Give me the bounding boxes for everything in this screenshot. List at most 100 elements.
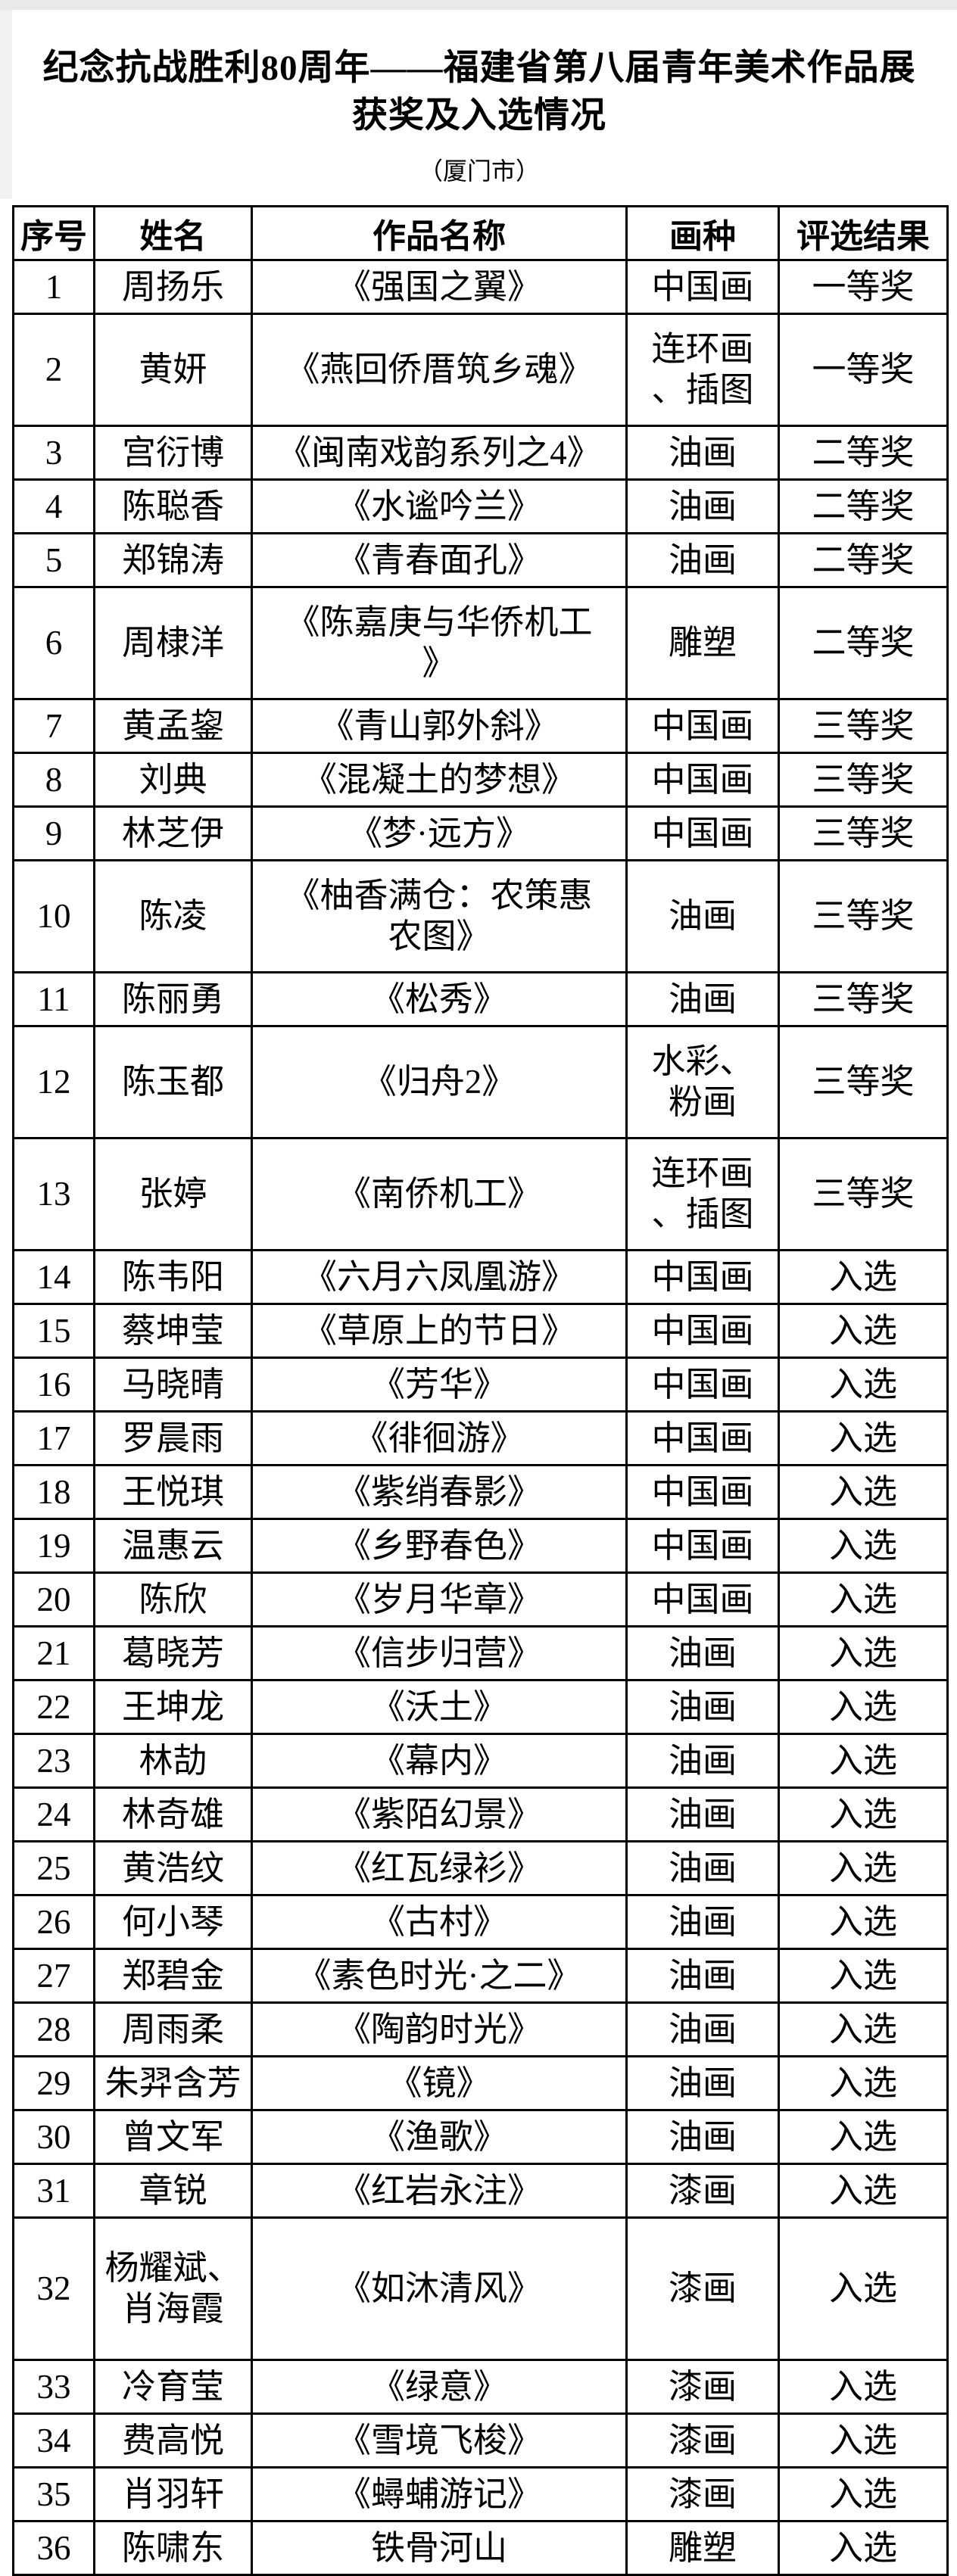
- cell-medium: 漆画: [625, 2465, 780, 2522]
- column-header-name: 姓名: [93, 204, 253, 261]
- cell-name: 郑锦涛: [93, 531, 253, 588]
- cell-serial: 14: [12, 1248, 95, 1305]
- cell-work-title: 《青春面孔》: [251, 531, 628, 588]
- cell-work-title: 《青山郭外斜》: [251, 697, 628, 754]
- cell-medium: 连环画 、插图: [625, 312, 780, 427]
- table-row: 36 陈啸东 铁骨河山 雕塑 入选: [12, 2519, 949, 2576]
- cell-medium: 中国画: [625, 1248, 780, 1305]
- cell-medium: 漆画: [625, 2358, 780, 2415]
- table-row: 30 曾文军 《渔歌》 油画 入选: [12, 2108, 949, 2165]
- cell-result: 入选: [778, 2054, 949, 2111]
- table-row: 3 宫衍博 《闽南戏韵系列之4》 油画 二等奖: [12, 424, 949, 481]
- cell-work-title: 《陈嘉庚与华侨机工 》: [251, 585, 628, 700]
- cell-medium: 中国画: [625, 1517, 780, 1574]
- cell-result: 一等奖: [778, 258, 949, 315]
- cell-serial: 1: [12, 258, 95, 315]
- table-row: 26 何小琴 《古村》 油画 入选: [12, 1893, 949, 1950]
- cell-work-title: 《红瓦绿衫》: [251, 1839, 628, 1896]
- cell-result: 二等奖: [778, 585, 949, 700]
- cell-work-title: 《燕回侨厝筑乡魂》: [251, 312, 628, 427]
- table-row: 21 葛晓芳 《信步归营》 油画 入选: [12, 1624, 949, 1681]
- cell-medium: 油画: [625, 1839, 780, 1896]
- cell-name: 章锐: [93, 2162, 253, 2219]
- cell-result: 入选: [778, 1356, 949, 1413]
- header-row: 序号 姓名 作品名称 画种 评选结果: [12, 204, 949, 261]
- table-row: 29 朱羿含芳 《镜》 油画 入选: [12, 2054, 949, 2111]
- cell-result: 入选: [778, 2465, 949, 2522]
- cell-name: 周雨柔: [93, 2001, 253, 2057]
- cell-serial: 22: [12, 1678, 95, 1735]
- cell-serial: 3: [12, 424, 95, 481]
- cell-work-title: 《闽南戏韵系列之4》: [251, 424, 628, 481]
- cell-medium: 油画: [625, 970, 780, 1027]
- table-row: 18 王悦琪 《紫绡春影》 中国画 入选: [12, 1463, 949, 1520]
- cell-name: 林芝伊: [93, 805, 253, 861]
- table-row: 12 陈玉都 《归舟2》 水彩、 粉画 三等奖: [12, 1024, 949, 1139]
- cell-result: 入选: [778, 1248, 949, 1305]
- page-subtitle: （厦门市）: [418, 157, 540, 185]
- cell-work-title: 《素色时光·之二》: [251, 1947, 628, 2004]
- cell-medium: 油画: [625, 1732, 780, 1789]
- table-row: 9 林芝伊 《梦·远方》 中国画 三等奖: [12, 805, 949, 861]
- cell-name: 王悦琪: [93, 1463, 253, 1520]
- cell-work-title: 《六月六凤凰游》: [251, 1248, 628, 1305]
- column-header-medium: 画种: [625, 204, 780, 261]
- cell-result: 入选: [778, 1893, 949, 1950]
- page-left-edge: [0, 10, 12, 199]
- cell-medium: 油画: [625, 1893, 780, 1950]
- cell-name: 王坤龙: [93, 1678, 253, 1735]
- cell-name: 葛晓芳: [93, 1624, 253, 1681]
- table-row: 2 黄妍 《燕回侨厝筑乡魂》 连环画 、插图 一等奖: [12, 312, 949, 427]
- cell-medium: 中国画: [625, 1571, 780, 1628]
- cell-result: 二等奖: [778, 531, 949, 588]
- cell-result: 入选: [778, 1517, 949, 1574]
- cell-name: 陈丽勇: [93, 970, 253, 1027]
- cell-work-title: 《芳华》: [251, 1356, 628, 1413]
- cell-medium: 连环画 、插图: [625, 1136, 780, 1251]
- table-row: 14 陈韦阳 《六月六凤凰游》 中国画 入选: [12, 1248, 949, 1305]
- cell-name: 宫衍博: [93, 424, 253, 481]
- cell-result: 入选: [778, 1302, 949, 1359]
- cell-result: 二等奖: [778, 478, 949, 534]
- cell-serial: 10: [12, 858, 95, 973]
- cell-name: 刘典: [93, 751, 253, 808]
- cell-serial: 16: [12, 1356, 95, 1413]
- cell-serial: 36: [12, 2519, 95, 2576]
- cell-name: 肖羽轩: [93, 2465, 253, 2522]
- cell-medium: 油画: [625, 2054, 780, 2111]
- cell-serial: 4: [12, 478, 95, 534]
- cell-result: 入选: [778, 2001, 949, 2057]
- cell-medium: 水彩、 粉画: [625, 1024, 780, 1139]
- results-table-body: 1 周扬乐 《强国之翼》 中国画 一等奖 2 黄妍 《燕回侨厝筑乡魂》 连环画 、插图 一等奖 3 宫…: [12, 258, 949, 2576]
- cell-medium: 油画: [625, 1786, 780, 1842]
- cell-name: 陈玉都: [93, 1024, 253, 1139]
- table-row: 19 温惠云 《乡野春色》 中国画 入选: [12, 1517, 949, 1574]
- cell-medium: 中国画: [625, 751, 780, 808]
- cell-work-title: 《徘徊游》: [251, 1409, 628, 1466]
- table-row: 27 郑碧金 《素色时光·之二》 油画 入选: [12, 1947, 949, 2004]
- cell-serial: 30: [12, 2108, 95, 2165]
- cell-serial: 13: [12, 1136, 95, 1251]
- cell-serial: 17: [12, 1409, 95, 1466]
- cell-serial: 33: [12, 2358, 95, 2415]
- cell-serial: 25: [12, 1839, 95, 1896]
- cell-result: 入选: [778, 1732, 949, 1789]
- cell-name: 费高悦: [93, 2412, 253, 2469]
- cell-work-title: 《柚香满仓：农策惠 农图》: [251, 858, 628, 973]
- cell-result: 二等奖: [778, 424, 949, 481]
- cell-result: 入选: [778, 2358, 949, 2415]
- cell-work-title: 《归舟2》: [251, 1024, 628, 1139]
- table-row: 33 冷育莹 《绿意》 漆画 入选: [12, 2358, 949, 2415]
- table-row: 15 蔡坤莹 《草原上的节日》 中国画 入选: [12, 1302, 949, 1359]
- cell-work-title: 《梦·远方》: [251, 805, 628, 861]
- table-row: 17 罗晨雨 《徘徊游》 中国画 入选: [12, 1409, 949, 1466]
- cell-work-title: 《蟳蜅游记》: [251, 2465, 628, 2522]
- cell-serial: 20: [12, 1571, 95, 1628]
- cell-work-title: 《渔歌》: [251, 2108, 628, 2165]
- cell-name: 温惠云: [93, 1517, 253, 1574]
- cell-work-title: 《乡野春色》: [251, 1517, 628, 1574]
- cell-name: 周棣洋: [93, 585, 253, 700]
- cell-serial: 31: [12, 2162, 95, 2219]
- results-table-header: 序号 姓名 作品名称 画种 评选结果: [12, 204, 949, 261]
